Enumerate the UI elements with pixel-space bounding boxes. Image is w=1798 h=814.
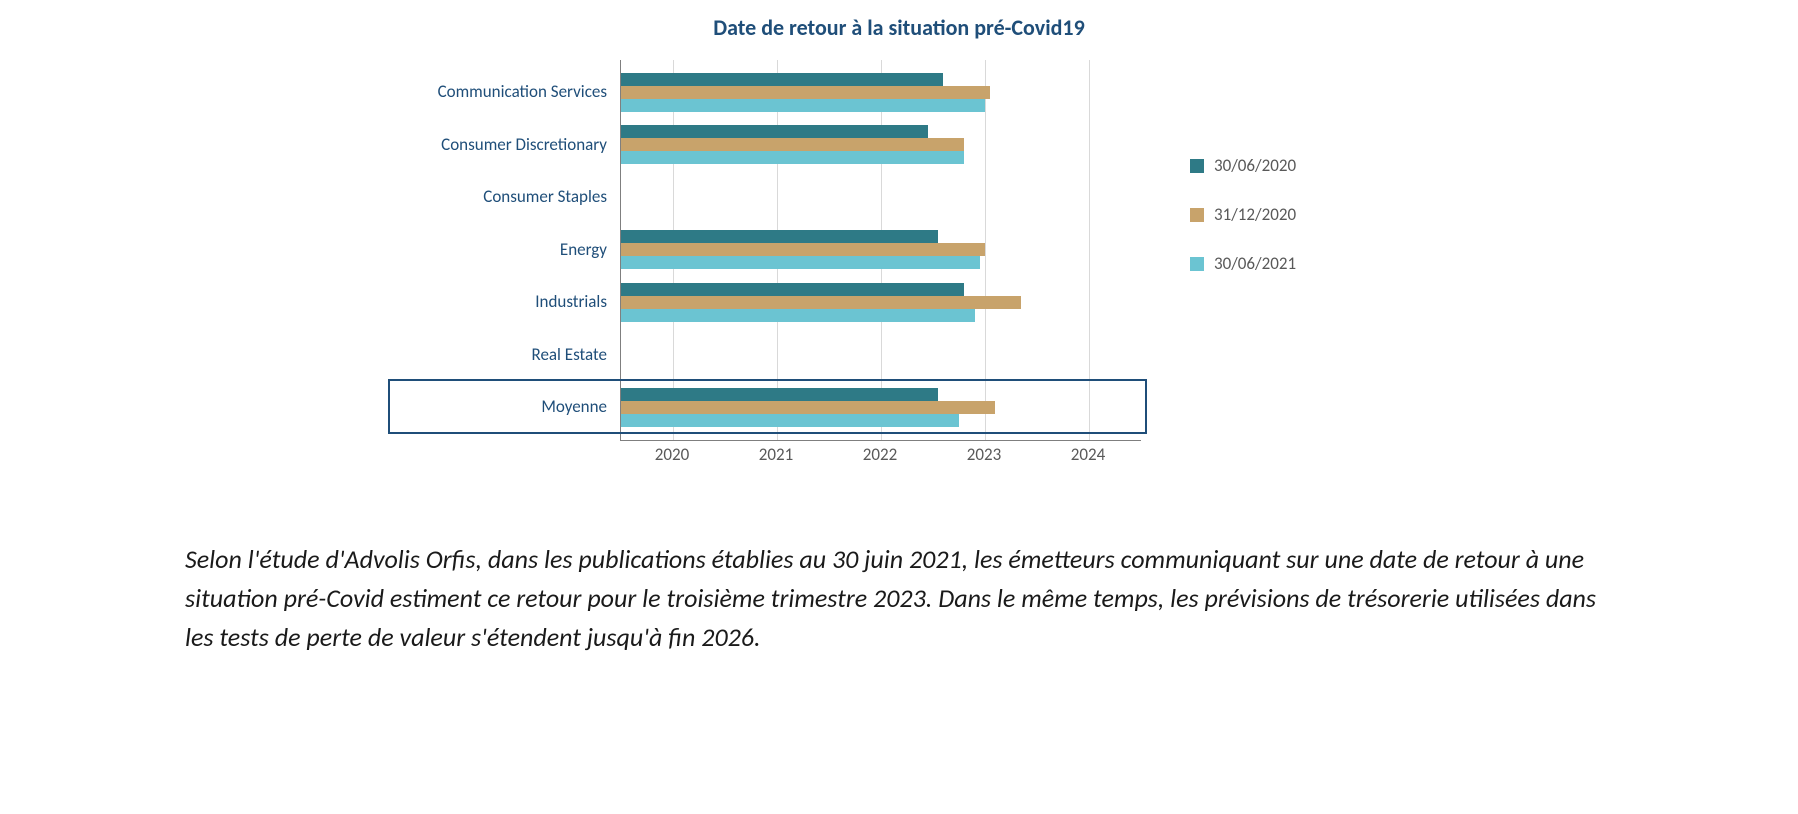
bar [621,401,995,414]
x-tick-label: 2022 [863,444,897,465]
category-label: Communication Services [438,81,607,102]
bar [621,99,985,112]
x-tick-label: 2020 [655,444,689,465]
category-label: Real Estate [532,344,607,365]
x-tick-label: 2021 [759,444,793,465]
gridline [1089,60,1090,440]
bar [621,86,990,99]
legend-item: 31/12/2020 [1190,204,1430,225]
page: Date de retour à la situation pré-Covid1… [0,0,1798,814]
bar [621,309,975,322]
bar [621,296,1021,309]
category-label: Moyenne [541,396,607,417]
legend-label: 30/06/2021 [1214,253,1296,274]
x-axis-ticks: 2020 2021 2022 2023 2024 [620,444,1140,474]
bar [621,388,938,401]
category-label: Consumer Staples [483,186,607,207]
bar [621,256,980,269]
legend-swatch [1190,159,1204,173]
bar [621,138,964,151]
bar [621,125,928,138]
legend-item: 30/06/2021 [1190,253,1430,274]
bar [621,414,959,427]
caption-text: Selon l'étude d'Advolis Orfis, dans les … [185,540,1613,657]
category-label: Consumer Discretionary [441,134,607,155]
legend-swatch [1190,208,1204,222]
bar [621,243,985,256]
category-label: Energy [560,239,607,260]
bar [621,151,964,164]
bar [621,230,938,243]
x-tick-label: 2023 [967,444,1001,465]
legend-swatch [1190,257,1204,271]
category-label: Industrials [535,291,607,312]
legend: 30/06/2020 31/12/2020 30/06/2021 [1190,155,1430,302]
category-labels-column: Communication Services Consumer Discretio… [380,60,615,440]
bar [621,283,964,296]
gridline [985,60,986,440]
plot-area [620,60,1141,441]
x-tick-label: 2024 [1071,444,1105,465]
legend-item: 30/06/2020 [1190,155,1430,176]
bar [621,73,943,86]
chart-title: Date de retour à la situation pré-Covid1… [0,14,1798,41]
legend-label: 31/12/2020 [1214,204,1296,225]
legend-label: 30/06/2020 [1214,155,1296,176]
